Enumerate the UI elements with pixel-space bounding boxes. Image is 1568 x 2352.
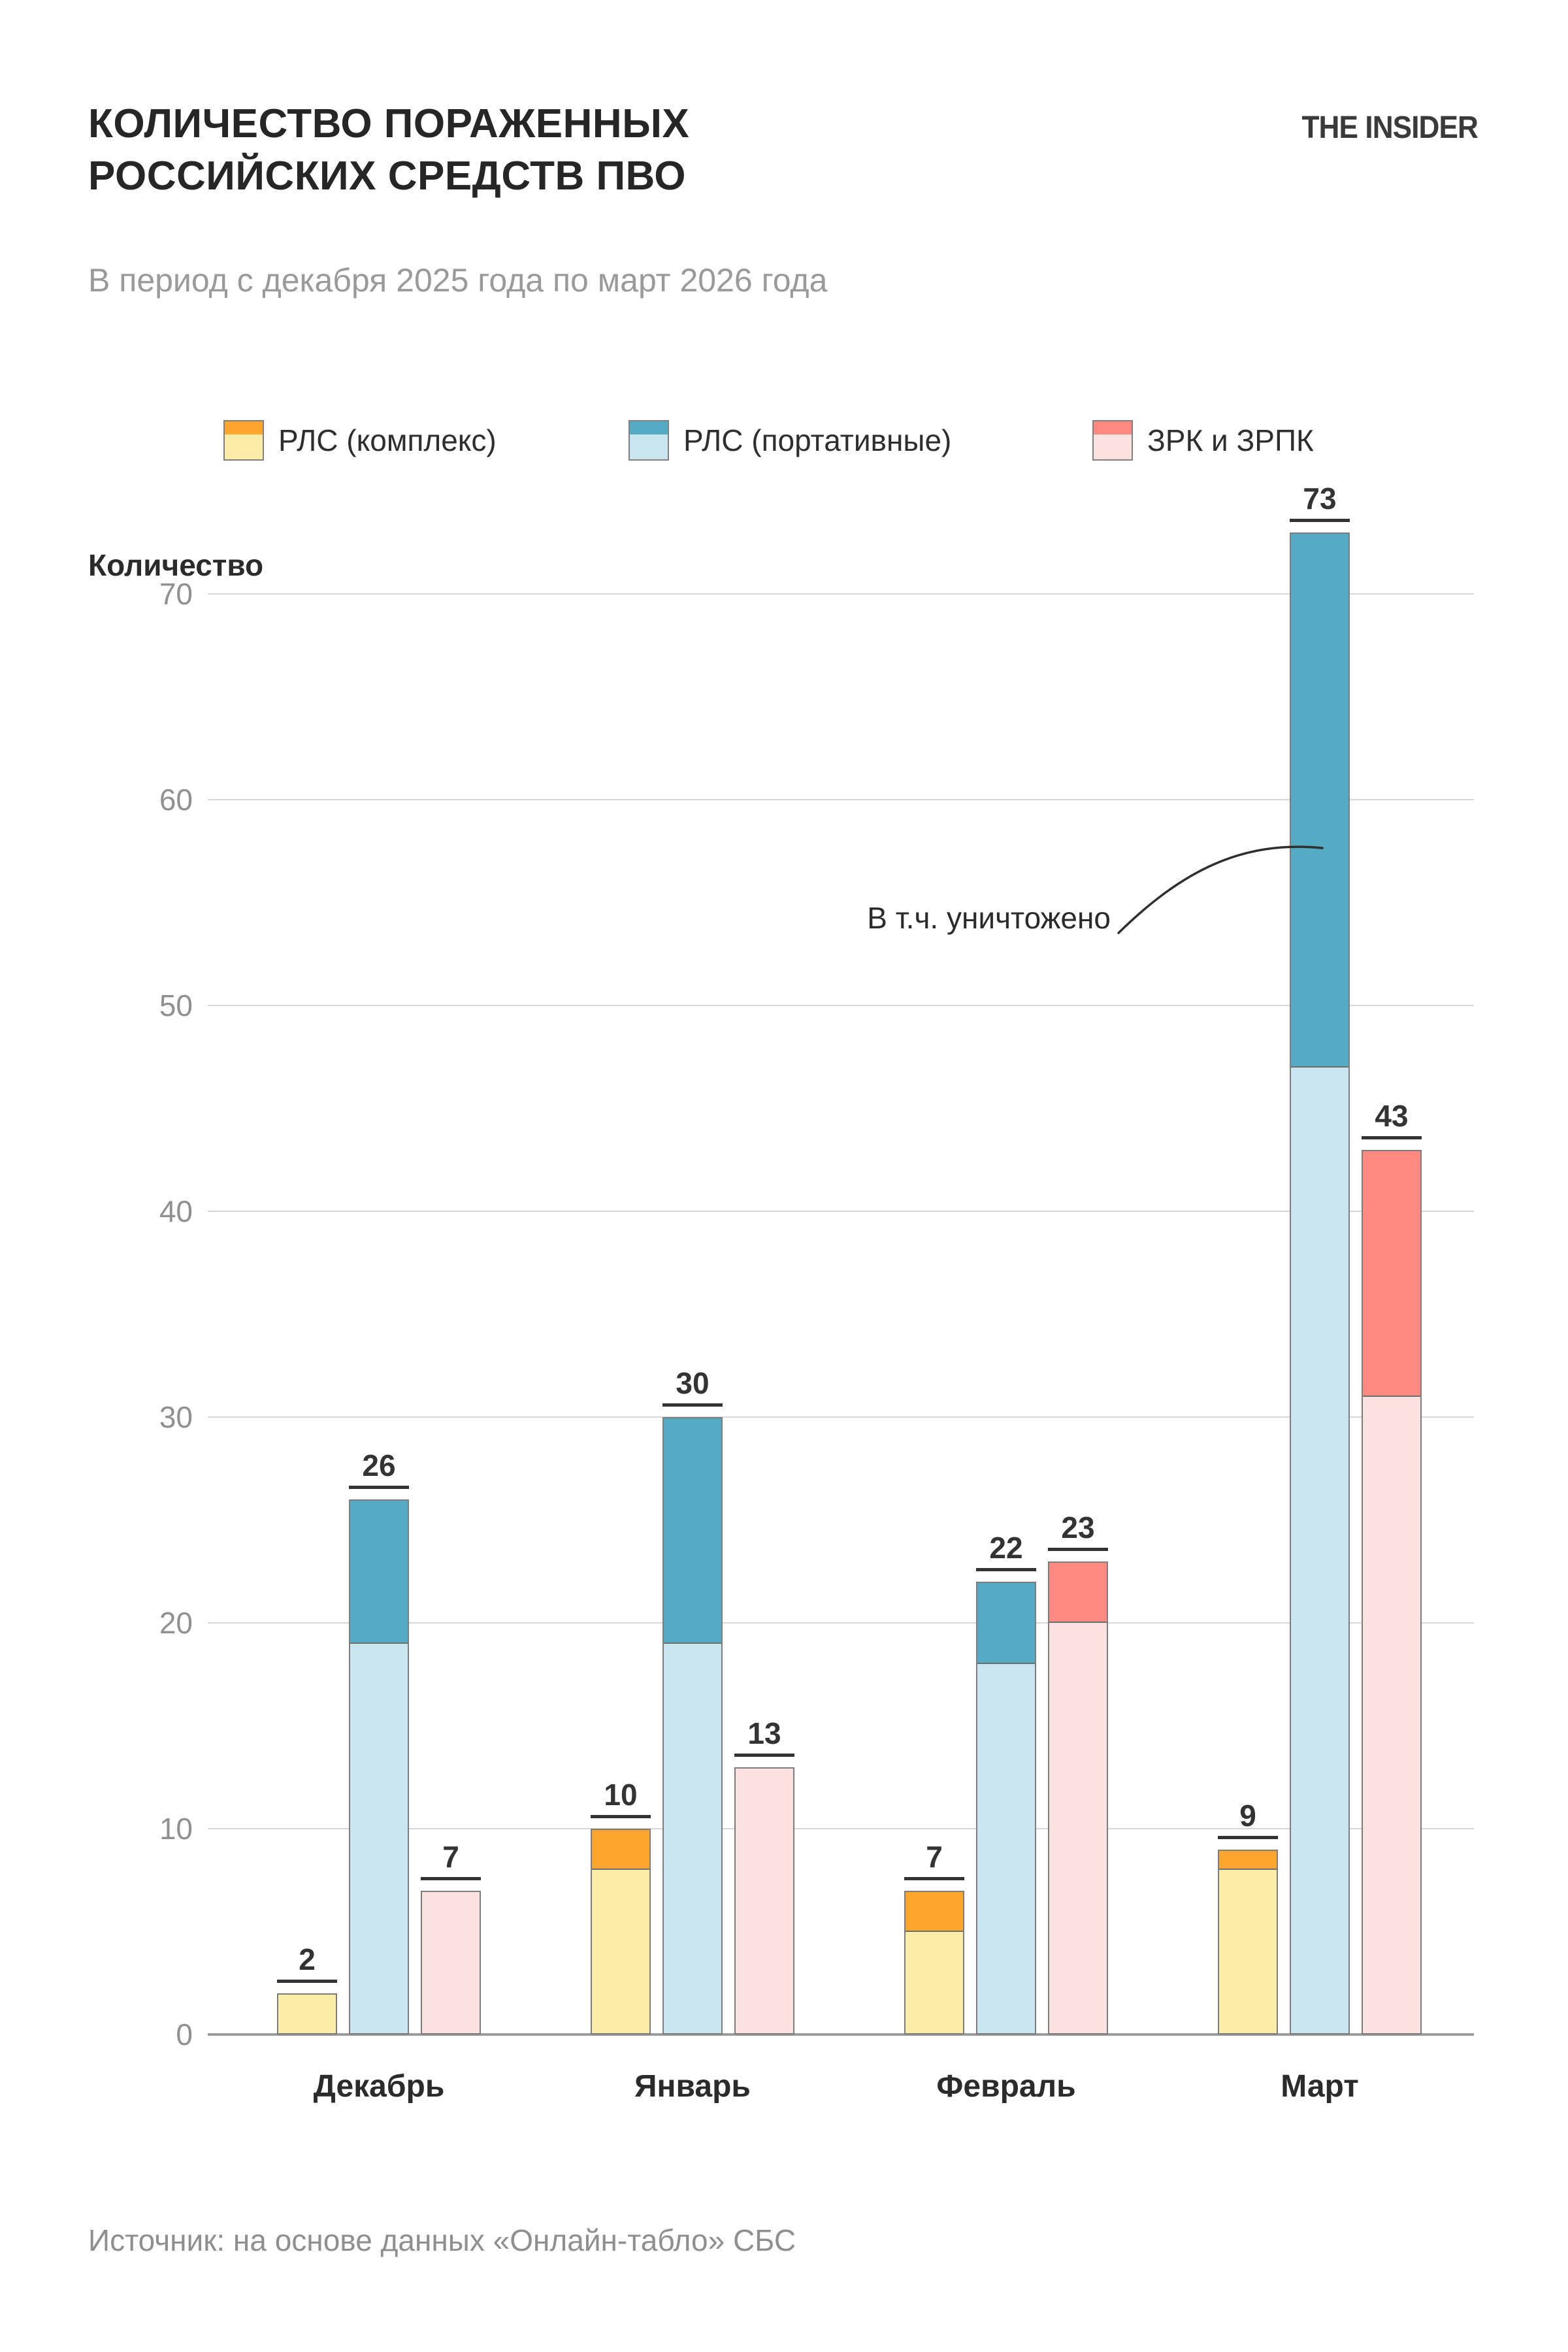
- bar-Декабрь-2: [349, 1499, 409, 2034]
- legend-swatch-destroyed-color: [225, 421, 263, 434]
- bar-value-label: 2: [299, 1942, 316, 1976]
- bar-Март-1: [1218, 1849, 1278, 2034]
- bar-value-underline: [349, 1486, 409, 1489]
- legend-swatch-destroyed-color: [630, 421, 668, 434]
- source-note: Источник: на основе данных «Онлайн-табло…: [88, 2223, 796, 2257]
- legend-label-rls-komplex: РЛС (комплекс): [278, 423, 497, 457]
- bar-value-label: 26: [362, 1448, 396, 1482]
- the-insider-logo: THE INSIDER: [1301, 110, 1478, 145]
- annotation-label: В т.ч. уничтожено: [867, 901, 1111, 935]
- y-tick-label: 0: [176, 2017, 193, 2051]
- bar-value-underline: [277, 1980, 337, 1983]
- y-tick-label: 70: [159, 577, 193, 611]
- y-tick-label: 60: [159, 783, 193, 817]
- bar-destroyed-segment: [1219, 1850, 1277, 1870]
- bar-Март-3: [1362, 1149, 1422, 2034]
- legend-label-rls-portable: РЛС (портативные): [683, 423, 952, 457]
- bar-destroyed-segment: [906, 1891, 963, 1932]
- bar-destroyed-segment: [1049, 1562, 1107, 1623]
- y-tick-label: 30: [159, 1400, 193, 1434]
- bar-value-underline: [976, 1568, 1036, 1571]
- bar-Декабрь-1: [277, 1993, 337, 2034]
- x-category-label-4: Март: [1281, 2069, 1359, 2104]
- bar-value-label: 30: [676, 1366, 710, 1400]
- bar-Февраль-2: [976, 1582, 1036, 2034]
- chart-subtitle: В период с декабря 2025 года по март 202…: [88, 262, 828, 299]
- bar-value-label: 7: [442, 1839, 459, 1874]
- bar-value-underline: [734, 1753, 794, 1757]
- page-title: КОЛИЧЕСТВО ПОРАЖЕННЫХ РОССИЙСКИХ СРЕДСТВ…: [88, 101, 690, 199]
- bar-value-underline: [1218, 1835, 1278, 1839]
- gridline-40: [208, 1211, 1474, 1212]
- bar-value-underline: [421, 1876, 481, 1880]
- bar-Февраль-1: [904, 1890, 964, 2034]
- gridline-20: [208, 1622, 1474, 1624]
- bar-value-underline: [1290, 518, 1350, 522]
- bar-Март-2: [1290, 532, 1350, 2034]
- x-category-label-1: Декабрь: [313, 2069, 445, 2104]
- bar-value-label: 73: [1303, 481, 1337, 515]
- annotation-curve: [1117, 845, 1324, 934]
- gridline-30: [208, 1416, 1474, 1418]
- bar-destroyed-segment: [1291, 533, 1348, 1068]
- bar-destroyed-segment: [350, 1501, 408, 1644]
- x-axis-line: [208, 2033, 1474, 2036]
- bar-Январь-1: [591, 1829, 651, 2034]
- legend-label-zrk: ЗРК и ЗРПК: [1147, 423, 1314, 457]
- y-tick-label: 40: [159, 1194, 193, 1228]
- legend-swatch-rls-portable: [629, 420, 669, 461]
- legend-swatch-rls-komplex: [223, 420, 264, 461]
- bar-value-label: 10: [604, 1778, 638, 1812]
- bar-Декабрь-3: [421, 1890, 481, 2034]
- bar-Февраль-3: [1048, 1561, 1108, 2034]
- gridline-10: [208, 1828, 1474, 1829]
- bar-value-label: 13: [747, 1716, 781, 1750]
- legend-swatch-zrk: [1092, 420, 1133, 461]
- legend-swatch-destroyed-color: [1094, 421, 1132, 434]
- y-axis-title: Количество: [88, 548, 264, 582]
- bar-value-label: 43: [1375, 1098, 1409, 1133]
- y-tick-label: 50: [159, 988, 193, 1022]
- bar-value-underline: [662, 1403, 723, 1407]
- bar-value-underline: [1048, 1547, 1108, 1551]
- gridline-60: [208, 799, 1474, 800]
- legend-swatch-hit-color: [1094, 434, 1132, 459]
- bar-value-underline: [904, 1876, 964, 1880]
- legend-swatch-hit-color: [225, 434, 263, 459]
- bar-value-label: 7: [926, 1839, 943, 1874]
- y-tick-label: 10: [159, 1812, 193, 1846]
- legend-swatch-hit-color: [630, 434, 668, 459]
- bar-value-underline: [591, 1815, 651, 1818]
- bar-Январь-3: [734, 1767, 794, 2034]
- y-tick-label: 20: [159, 1606, 193, 1640]
- bar-value-underline: [1362, 1135, 1422, 1139]
- bar-value-label: 9: [1239, 1798, 1256, 1833]
- x-category-label-3: Февраль: [936, 2069, 1076, 2104]
- bar-destroyed-segment: [977, 1583, 1035, 1664]
- bar-destroyed-segment: [592, 1830, 649, 1870]
- gridline-50: [208, 1005, 1474, 1006]
- x-category-label-2: Январь: [634, 2069, 751, 2104]
- bar-value-label: 23: [1061, 1510, 1095, 1544]
- bar-value-label: 22: [989, 1531, 1023, 1565]
- gridline-70: [208, 593, 1474, 595]
- bar-destroyed-segment: [1363, 1151, 1420, 1397]
- bar-Январь-2: [662, 1417, 723, 2034]
- bar-destroyed-segment: [664, 1418, 721, 1644]
